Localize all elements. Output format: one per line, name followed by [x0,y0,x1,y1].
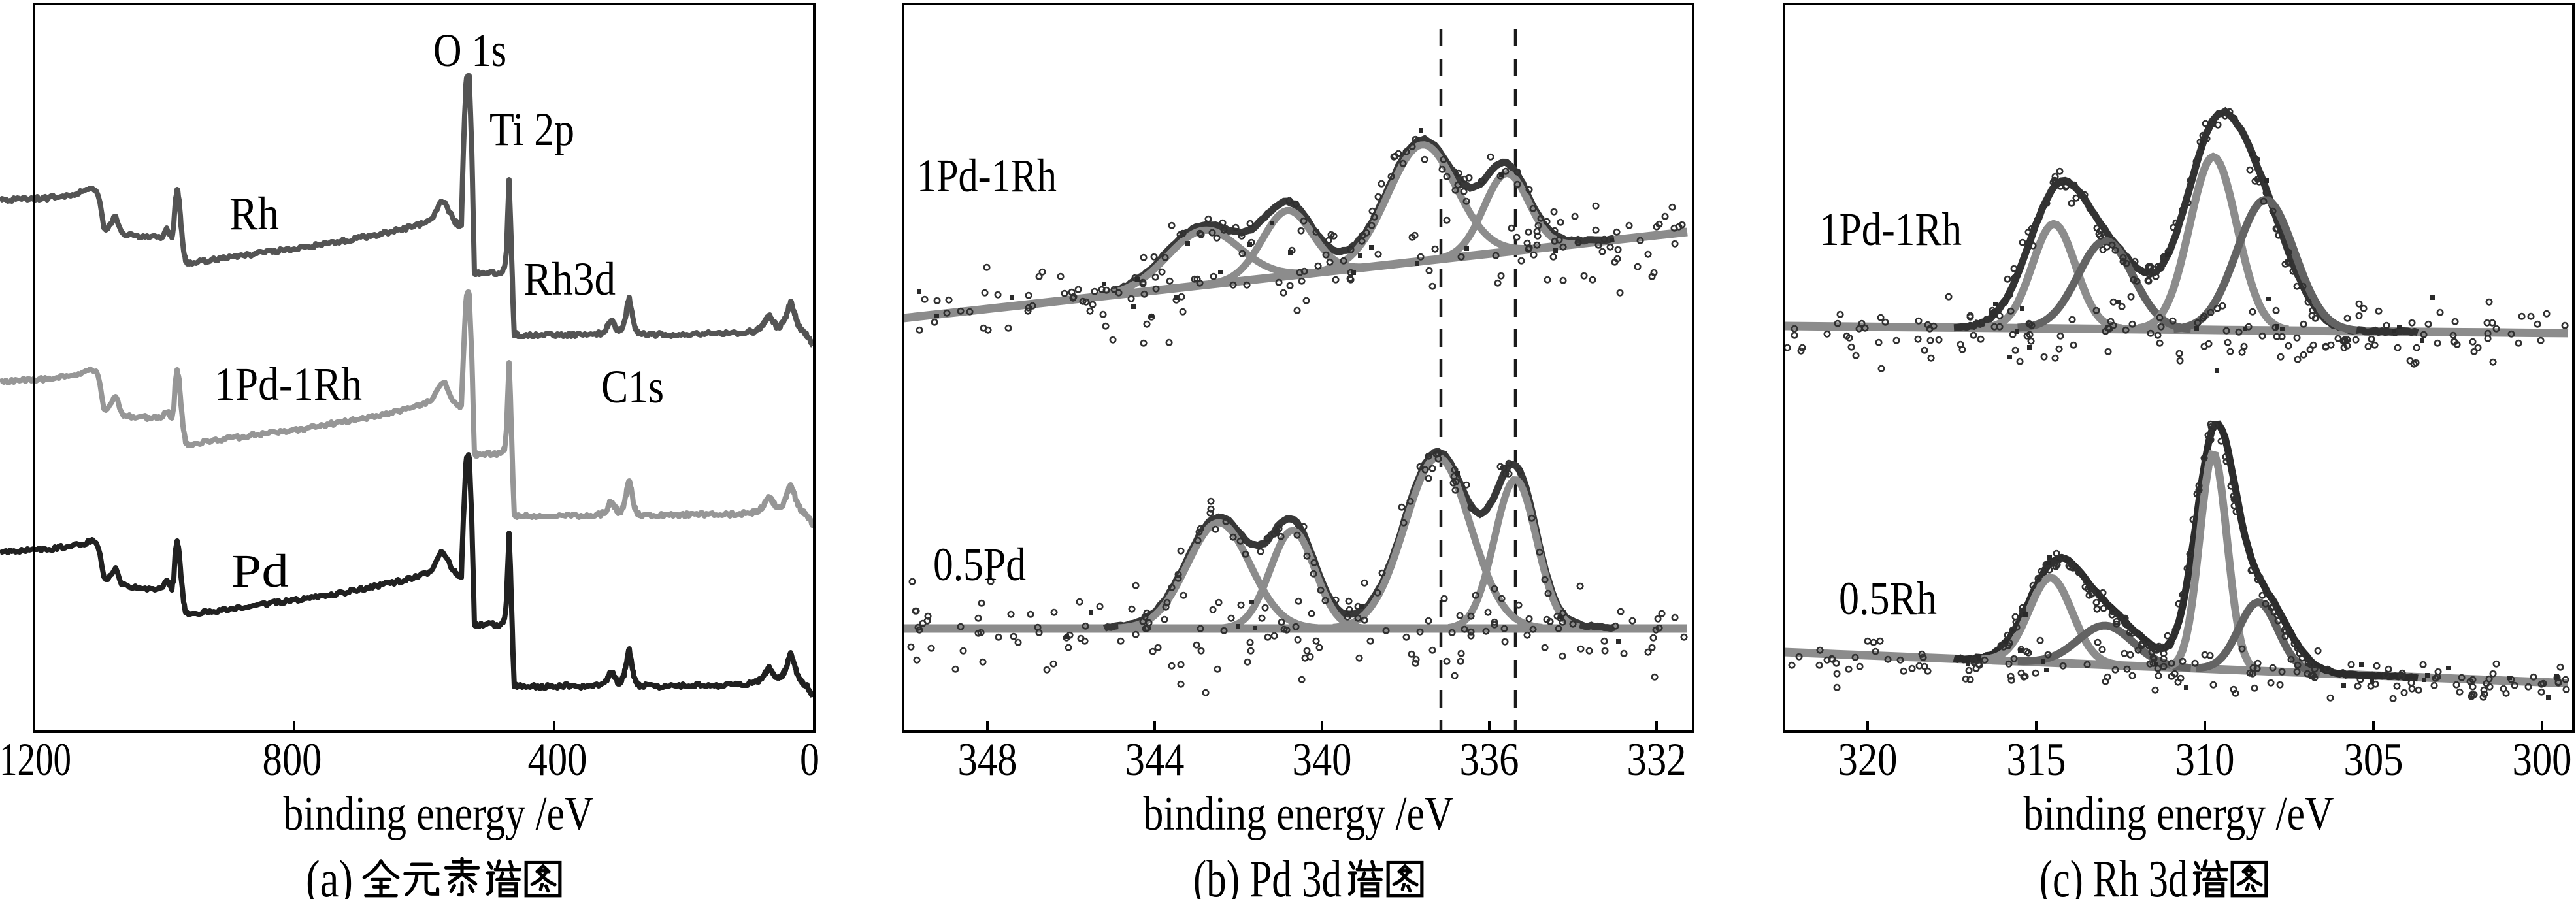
svg-text:0.5Pd: 0.5Pd [933,538,1026,591]
svg-text:(c) Rh 3d: (c) Rh 3d [2039,851,2188,899]
svg-text:0: 0 [800,734,819,785]
svg-text:348: 348 [958,734,1017,785]
svg-text:binding energy /eV: binding energy /eV [1144,787,1454,841]
svg-text:800: 800 [263,734,322,785]
svg-text:(a): (a) [306,851,353,899]
svg-text:0.5Rh: 0.5Rh [1839,572,1937,625]
svg-text:Ti 2p: Ti 2p [489,103,574,155]
svg-text:1Pd-1Rh: 1Pd-1Rh [1819,203,1962,255]
svg-text:332: 332 [1627,734,1687,785]
svg-text:O 1s: O 1s [433,24,506,76]
svg-text:320: 320 [1838,734,1898,785]
svg-text:340: 340 [1293,734,1352,785]
svg-text:1Pd-1Rh: 1Pd-1Rh [917,150,1057,202]
svg-text:Rh3d: Rh3d [523,253,616,305]
svg-text:300: 300 [2513,734,2572,785]
svg-text:400: 400 [528,734,587,785]
svg-text:310: 310 [2175,734,2235,785]
svg-text:Pd: Pd [231,545,289,597]
svg-text:315: 315 [2007,734,2066,785]
svg-text:(b) Pd 3d: (b) Pd 3d [1193,851,1342,899]
svg-text:C1s: C1s [601,361,664,413]
svg-text:binding energy /eV: binding energy /eV [284,787,594,841]
svg-text:336: 336 [1460,734,1519,785]
svg-text:1200: 1200 [0,734,71,785]
svg-text:Rh: Rh [229,188,279,240]
svg-text:1Pd-1Rh: 1Pd-1Rh [214,358,362,410]
svg-text:binding energy /eV: binding energy /eV [2024,787,2334,841]
svg-text:305: 305 [2344,734,2403,785]
svg-text:344: 344 [1125,734,1185,785]
